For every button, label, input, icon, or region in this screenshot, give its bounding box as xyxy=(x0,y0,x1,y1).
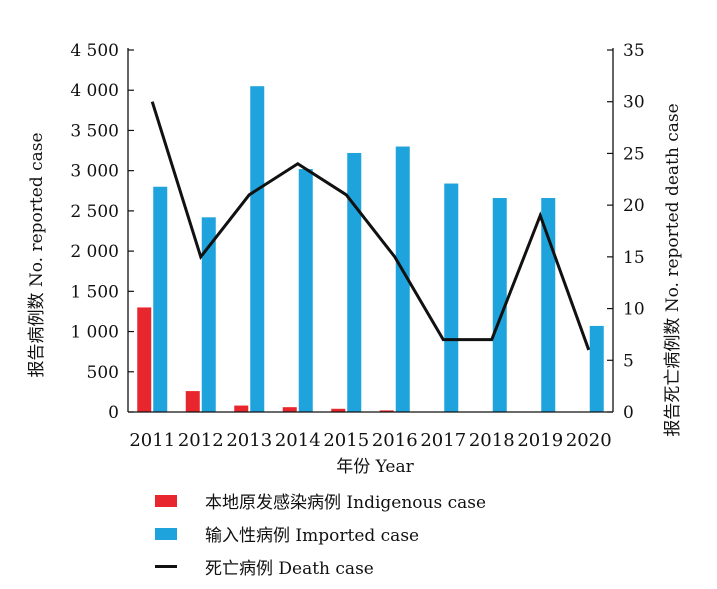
x-tick-label: 2014 xyxy=(275,430,321,451)
tick-layer: 2011 2012 2013 2014 2015 2016 2017 2018 2019 2020… xyxy=(70,41,644,451)
bar-indigenous-2011 xyxy=(137,307,152,412)
bar-imported-2014 xyxy=(298,169,313,412)
x-tick-label: 2012 xyxy=(178,430,224,451)
bar-imported-2018 xyxy=(492,198,507,412)
y2-tick-label: 0 xyxy=(623,403,634,423)
bar-indigenous-2014 xyxy=(282,407,297,412)
bar-imported-2015 xyxy=(347,152,362,413)
legend-item-death: 死亡病例 Death case xyxy=(155,550,486,583)
bar-imported-2012 xyxy=(201,217,216,412)
y-tick-label: 0 xyxy=(108,403,119,423)
bar-imported-2019 xyxy=(541,198,556,412)
bar-indigenous-2013 xyxy=(234,405,249,412)
legend-label-imported: 输入性病例 Imported case xyxy=(205,526,420,546)
legend-label-indigenous: 本地原发感染病例 Indigenous case xyxy=(205,493,487,513)
y-tick-label: 1 500 xyxy=(70,282,119,302)
y-tick-label: 4 500 xyxy=(70,41,119,61)
bar-layer xyxy=(137,86,604,413)
bar-imported-2011 xyxy=(153,186,168,412)
y2-tick-label: 10 xyxy=(623,300,645,320)
x-tick-label: 2019 xyxy=(517,430,563,451)
x-tick-label: 2016 xyxy=(372,430,418,451)
bar-indigenous-2012 xyxy=(185,391,200,412)
legend: 本地原发感染病例 Indigenous case 输入性病例 Imported … xyxy=(155,484,486,583)
x-axis-title: 年份 Year xyxy=(336,457,414,477)
y2-tick-label: 35 xyxy=(623,41,645,61)
x-tick-label: 2015 xyxy=(323,430,369,451)
y-axis-title: 报告病例数 No. reported case xyxy=(27,132,47,377)
y2-tick-label: 5 xyxy=(623,351,634,371)
y2-tick-label: 25 xyxy=(623,144,645,164)
y-tick-label: 2 500 xyxy=(70,202,119,222)
y-tick-label: 1 000 xyxy=(70,323,119,343)
line-layer xyxy=(150,101,591,351)
bar-imported-2013 xyxy=(250,86,265,412)
legend-item-indigenous: 本地原发感染病例 Indigenous case xyxy=(155,484,486,517)
bar-imported-2017 xyxy=(444,183,459,412)
y-tick-label: 500 xyxy=(87,363,119,383)
bar-imported-2020 xyxy=(589,325,604,412)
y-tick-label: 3 500 xyxy=(70,121,119,141)
legend-label-death: 死亡病例 Death case xyxy=(205,559,374,579)
y2-axis-title: 报告死亡病例数 No. reported death case xyxy=(663,103,683,436)
legend-swatch-indigenous xyxy=(155,494,177,507)
x-tick-label: 2018 xyxy=(469,430,515,451)
x-tick-label: 2011 xyxy=(129,430,175,451)
y2-tick-label: 30 xyxy=(623,93,645,113)
legend-swatch-imported xyxy=(155,527,177,540)
legend-swatch-death xyxy=(155,565,177,568)
y2-tick-label: 15 xyxy=(623,248,645,268)
y-tick-label: 2 000 xyxy=(70,242,119,262)
y-tick-label: 3 000 xyxy=(70,162,119,182)
bar-indigenous-2015 xyxy=(331,408,346,412)
x-tick-label: 2013 xyxy=(226,430,272,451)
legend-item-imported: 输入性病例 Imported case xyxy=(155,517,486,550)
bar-indigenous-2016 xyxy=(379,410,394,412)
x-tick-label: 2020 xyxy=(566,430,612,451)
y-tick-label: 4 000 xyxy=(70,81,119,101)
death-case-line xyxy=(150,101,591,351)
x-tick-label: 2017 xyxy=(420,430,466,451)
y2-tick-label: 20 xyxy=(623,196,645,216)
bar-imported-2016 xyxy=(395,146,410,413)
axes-layer xyxy=(127,48,614,413)
